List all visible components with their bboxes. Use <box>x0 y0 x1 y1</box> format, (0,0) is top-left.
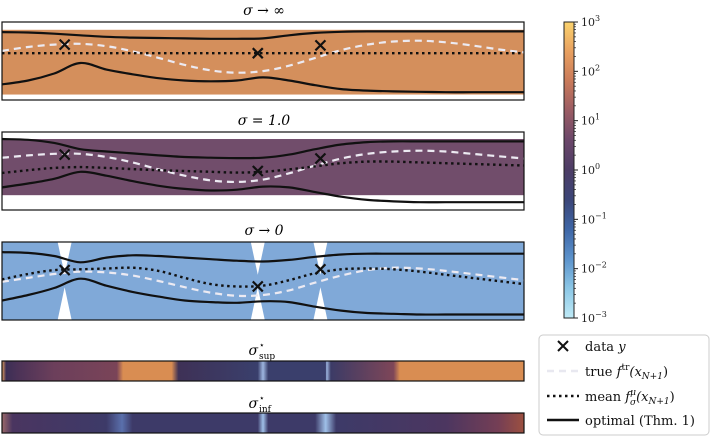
panel-one-data-point-0 <box>58 148 71 161</box>
colorbar-tick-exp-5: −2 <box>595 261 607 270</box>
legend-item-data: data y <box>557 340 626 355</box>
panel-zero-data-point-1 <box>252 280 264 293</box>
legend-mean-f: f <box>624 390 632 405</box>
legend-label-optimal: optimal (Thm. 1) <box>585 414 695 429</box>
colorbar-tick-exp-2: 1 <box>595 113 600 122</box>
panel-zero-frame <box>1 241 525 321</box>
legend-box <box>538 334 710 436</box>
legend-true-word: true <box>585 365 617 380</box>
legend-item-optimal: optimal (Thm. 1) <box>547 414 695 429</box>
panel-title-sigma-one: σ = 1.0 <box>238 113 291 129</box>
panel-zero-data-point-2 <box>314 263 327 276</box>
legend-label-true: true ftr(xN+1) <box>585 363 668 382</box>
colorbar-tick-exp-0: 3 <box>595 14 600 23</box>
colorbar-tick-base-0: 10 <box>581 16 595 29</box>
heatmap-title-inf-base: σ <box>248 396 258 412</box>
legend-mean-word: mean <box>585 390 625 405</box>
panel-title-sigma-inf: σ → ∞ <box>243 3 285 19</box>
panel-sigma-zero <box>1 241 525 321</box>
legend-data-word: data <box>585 340 618 355</box>
legend-label-mean: mean fμ σ(xN+1) <box>585 388 675 408</box>
colorbar-tick-exp-1: 2 <box>595 63 600 72</box>
legend: data y true ftr(xN+1) mean fμ σ(xN+1) opt… <box>538 334 710 436</box>
panel-one-mean-line <box>2 160 524 175</box>
panel-inf-data-point-1 <box>252 47 264 59</box>
panel-zero-plot-area <box>2 242 524 320</box>
colorbar-tick-base-4: 10 <box>581 213 595 226</box>
panel-zero-spike-bottom-1 <box>250 287 265 320</box>
panel-sigma-inf <box>1 21 525 101</box>
panel-zero-true-line <box>2 266 524 298</box>
colorbar-tick-label-4: 10−1 <box>581 211 607 226</box>
panel-zero-data-point-0 <box>58 264 71 276</box>
panel-zero-spike-top-2 <box>313 242 328 275</box>
legend-item-mean: mean fμ σ(xN+1) <box>547 388 675 408</box>
colorbar-tick-label-3: 100 <box>581 162 600 177</box>
panel-one-plot-area <box>2 137 524 204</box>
heatmap-title-inf-star: ⋆ <box>259 394 265 404</box>
colorbar-tick-label-6: 10−3 <box>581 310 607 325</box>
legend-true-f: f <box>616 365 624 380</box>
panel-zero-optimal-upper <box>2 251 524 264</box>
legend-mean-sub: N+1 <box>648 397 670 407</box>
panel-one-data-point-1 <box>252 165 264 177</box>
heatmap-title-sup-star: ⋆ <box>259 341 265 351</box>
legend-label-data: data y <box>585 340 626 355</box>
panel-inf-optimal-upper <box>2 30 524 40</box>
panel-sigma-one <box>1 131 525 211</box>
heatmap-title-sup-base: σ <box>248 343 258 359</box>
colorbar-tick-base-5: 10 <box>581 263 595 276</box>
panel-zero-spike-bottom-0 <box>57 287 72 320</box>
legend-true-arg: (x <box>629 365 642 380</box>
legend-true-sub: N+1 <box>641 372 663 382</box>
panel-zero-spike-bottom-2 <box>313 287 328 320</box>
panel-zero-optimal-lower <box>2 277 524 316</box>
panel-inf-optimal-lower <box>2 61 524 94</box>
legend-marker-x-icon <box>557 340 569 352</box>
colorbar-tick-exp-6: −3 <box>595 310 607 319</box>
panel-inf-band <box>2 29 524 95</box>
colorbar-tick-base-1: 10 <box>581 65 595 78</box>
heatmap-title-sup-sub: sup <box>259 352 275 362</box>
panel-inf-true-line <box>2 39 524 74</box>
panel-one-true-line <box>2 149 524 184</box>
legend-true-close: ) <box>663 365 668 380</box>
colorbar-tick-base-2: 10 <box>581 115 595 128</box>
colorbar-tick-exp-3: 0 <box>595 162 600 171</box>
panel-one-optimal-upper <box>2 137 524 160</box>
legend-item-true: true ftr(xN+1) <box>547 363 668 382</box>
panel-inf-frame <box>1 21 525 101</box>
panel-one-data-point-2 <box>314 152 327 165</box>
heatmap-title-inf: σ ⋆ inf <box>248 394 271 415</box>
panel-one-frame <box>1 131 525 211</box>
heatmap-sigma-inf <box>1 412 525 434</box>
panel-inf-data-point-0 <box>58 38 71 51</box>
colorbar-tick-label-1: 102 <box>581 63 600 78</box>
panel-zero-spike-top-1 <box>250 242 265 275</box>
heatmap-title-sup: σ ⋆ sup <box>248 341 275 362</box>
legend-mean-subf: σ <box>630 398 637 408</box>
colorbar <box>563 21 575 319</box>
colorbar-tick-base-3: 10 <box>581 164 595 177</box>
colorbar-tick-label-2: 101 <box>581 113 600 128</box>
colorbar-tick-label-0: 103 <box>581 14 600 29</box>
legend-true-sup: tr <box>621 363 630 373</box>
heatmap-title-inf-sub: inf <box>259 405 272 415</box>
panel-one-optimal-lower <box>2 170 524 204</box>
heatmap-sigma-sup <box>1 360 525 382</box>
legend-mean-close: ) <box>670 390 675 405</box>
legend-mean-arg: (x <box>636 390 649 405</box>
colorbar-tick-exp-4: −1 <box>595 211 607 220</box>
legend-data-y: y <box>617 340 626 355</box>
panel-inf-plot-area <box>2 29 524 95</box>
colorbar-tick-label-5: 10−2 <box>581 261 607 276</box>
panel-title-sigma-zero: σ → 0 <box>244 223 283 239</box>
legend-mean-sup: μ <box>630 388 636 398</box>
colorbar-tick-base-6: 10 <box>581 312 595 325</box>
panel-inf-data-point-2 <box>314 39 327 52</box>
